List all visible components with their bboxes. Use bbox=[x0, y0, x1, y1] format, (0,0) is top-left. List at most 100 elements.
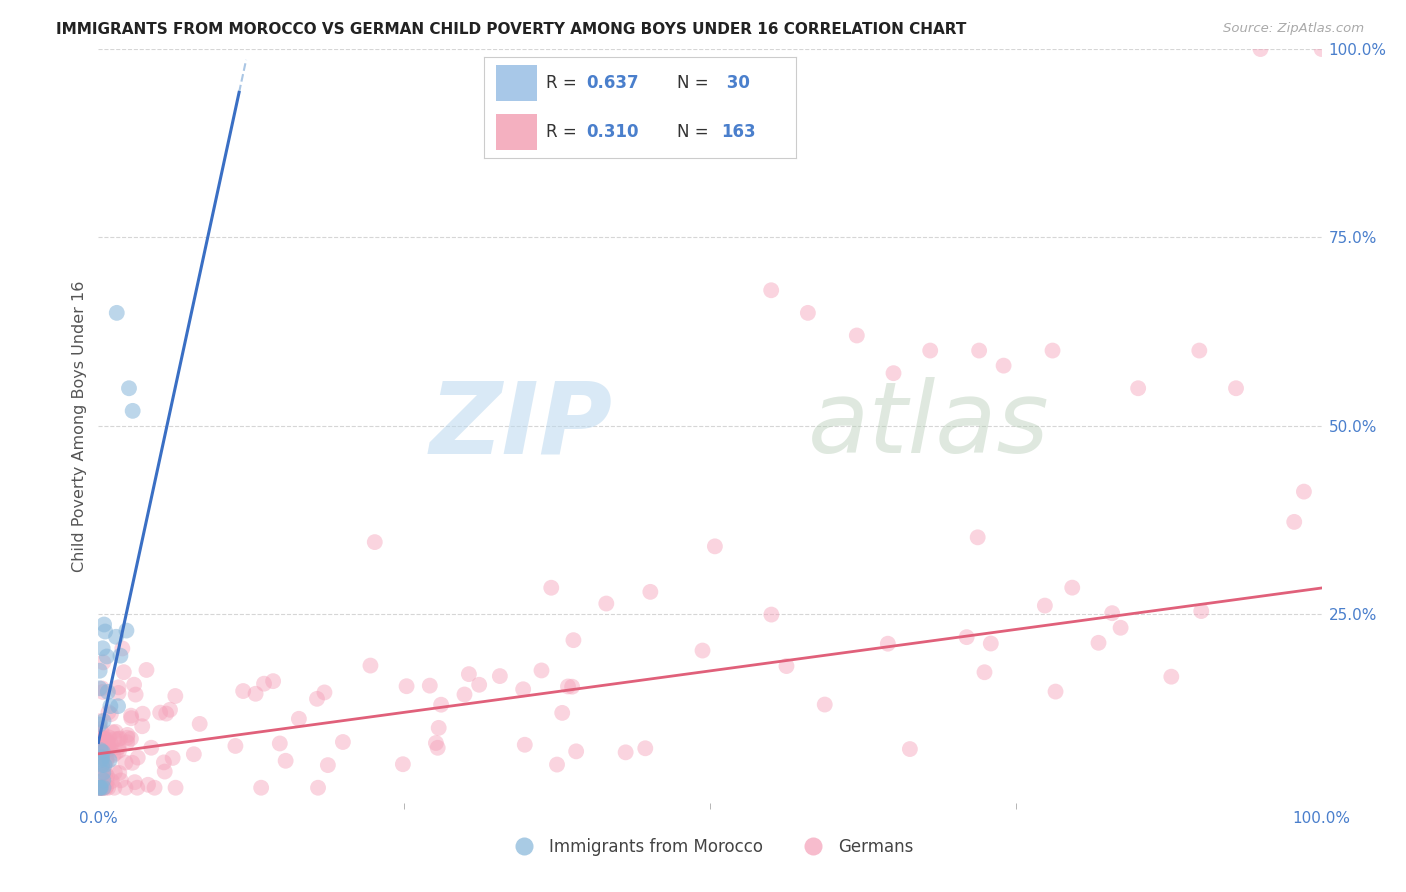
Point bbox=[565, 744, 588, 758]
Point bbox=[288, 712, 311, 726]
Point bbox=[93, 714, 115, 728]
Point bbox=[105, 630, 128, 644]
Point bbox=[89, 743, 111, 757]
Point bbox=[489, 669, 512, 683]
Point bbox=[96, 769, 118, 783]
Point bbox=[1310, 42, 1333, 56]
Point bbox=[94, 624, 117, 639]
Point bbox=[898, 742, 921, 756]
Point bbox=[136, 778, 159, 792]
Point bbox=[89, 780, 111, 795]
Point bbox=[1033, 599, 1056, 613]
Point bbox=[159, 703, 181, 717]
Point bbox=[97, 780, 120, 795]
Point bbox=[305, 691, 328, 706]
Point bbox=[149, 706, 172, 720]
Point bbox=[468, 678, 491, 692]
Point bbox=[562, 633, 585, 648]
Point bbox=[89, 714, 111, 728]
Point bbox=[425, 736, 447, 750]
Point bbox=[127, 750, 149, 764]
Legend: Immigrants from Morocco, Germans: Immigrants from Morocco, Germans bbox=[501, 831, 920, 863]
Point bbox=[224, 739, 246, 753]
Point bbox=[232, 684, 254, 698]
Point bbox=[250, 780, 273, 795]
Point bbox=[108, 744, 131, 758]
Point bbox=[89, 780, 111, 795]
Point bbox=[395, 679, 418, 693]
Point bbox=[90, 725, 112, 739]
Point bbox=[920, 343, 942, 358]
Point bbox=[131, 706, 153, 721]
Point bbox=[135, 663, 157, 677]
Point bbox=[107, 731, 129, 746]
Point bbox=[595, 597, 617, 611]
Point bbox=[89, 732, 111, 747]
Point bbox=[162, 751, 184, 765]
Point bbox=[797, 306, 820, 320]
Point bbox=[100, 738, 122, 752]
Point bbox=[97, 742, 120, 756]
Point bbox=[307, 780, 329, 795]
Text: atlas: atlas bbox=[808, 377, 1049, 475]
Point bbox=[96, 779, 118, 793]
Point bbox=[124, 775, 146, 789]
Point bbox=[131, 719, 153, 733]
Point bbox=[120, 731, 142, 746]
Point bbox=[114, 756, 136, 770]
Point bbox=[761, 607, 783, 622]
Point bbox=[89, 780, 111, 795]
Point bbox=[101, 774, 124, 789]
Point bbox=[359, 658, 381, 673]
Point bbox=[430, 698, 453, 712]
Point bbox=[165, 780, 187, 795]
Point bbox=[703, 540, 725, 554]
Point bbox=[1062, 581, 1084, 595]
Point bbox=[91, 773, 114, 788]
Point bbox=[89, 736, 111, 750]
Point bbox=[89, 780, 111, 795]
Point bbox=[121, 756, 143, 770]
Point bbox=[614, 745, 637, 759]
Point bbox=[183, 747, 205, 762]
Point bbox=[103, 780, 125, 795]
Point bbox=[775, 659, 797, 673]
Point bbox=[91, 780, 114, 795]
Point bbox=[89, 664, 111, 678]
Point bbox=[96, 754, 118, 768]
Point bbox=[1042, 343, 1064, 358]
Point bbox=[104, 746, 127, 760]
Point bbox=[165, 689, 187, 703]
Point bbox=[966, 530, 988, 544]
Point bbox=[105, 306, 128, 320]
Point bbox=[93, 731, 115, 746]
Point bbox=[392, 757, 415, 772]
Point bbox=[97, 706, 120, 720]
Point bbox=[114, 780, 136, 795]
Point bbox=[107, 686, 129, 700]
Point bbox=[967, 343, 990, 358]
Point bbox=[127, 780, 149, 795]
Point bbox=[427, 721, 450, 735]
Point bbox=[89, 779, 111, 793]
Point bbox=[112, 665, 135, 680]
Point bbox=[89, 722, 111, 736]
Point bbox=[91, 758, 114, 772]
Text: Source: ZipAtlas.com: Source: ZipAtlas.com bbox=[1223, 22, 1364, 36]
Point bbox=[97, 731, 120, 745]
Point bbox=[1160, 670, 1182, 684]
Point bbox=[91, 750, 114, 764]
Point bbox=[314, 685, 336, 699]
Point bbox=[91, 756, 114, 770]
Point bbox=[90, 730, 112, 744]
Point bbox=[561, 680, 583, 694]
Point bbox=[103, 732, 125, 747]
Point bbox=[91, 685, 114, 699]
Point bbox=[90, 780, 112, 795]
Point bbox=[457, 667, 479, 681]
Point bbox=[89, 717, 111, 731]
Point bbox=[117, 728, 139, 742]
Point bbox=[993, 359, 1015, 373]
Point bbox=[94, 741, 117, 756]
Point bbox=[94, 780, 117, 795]
